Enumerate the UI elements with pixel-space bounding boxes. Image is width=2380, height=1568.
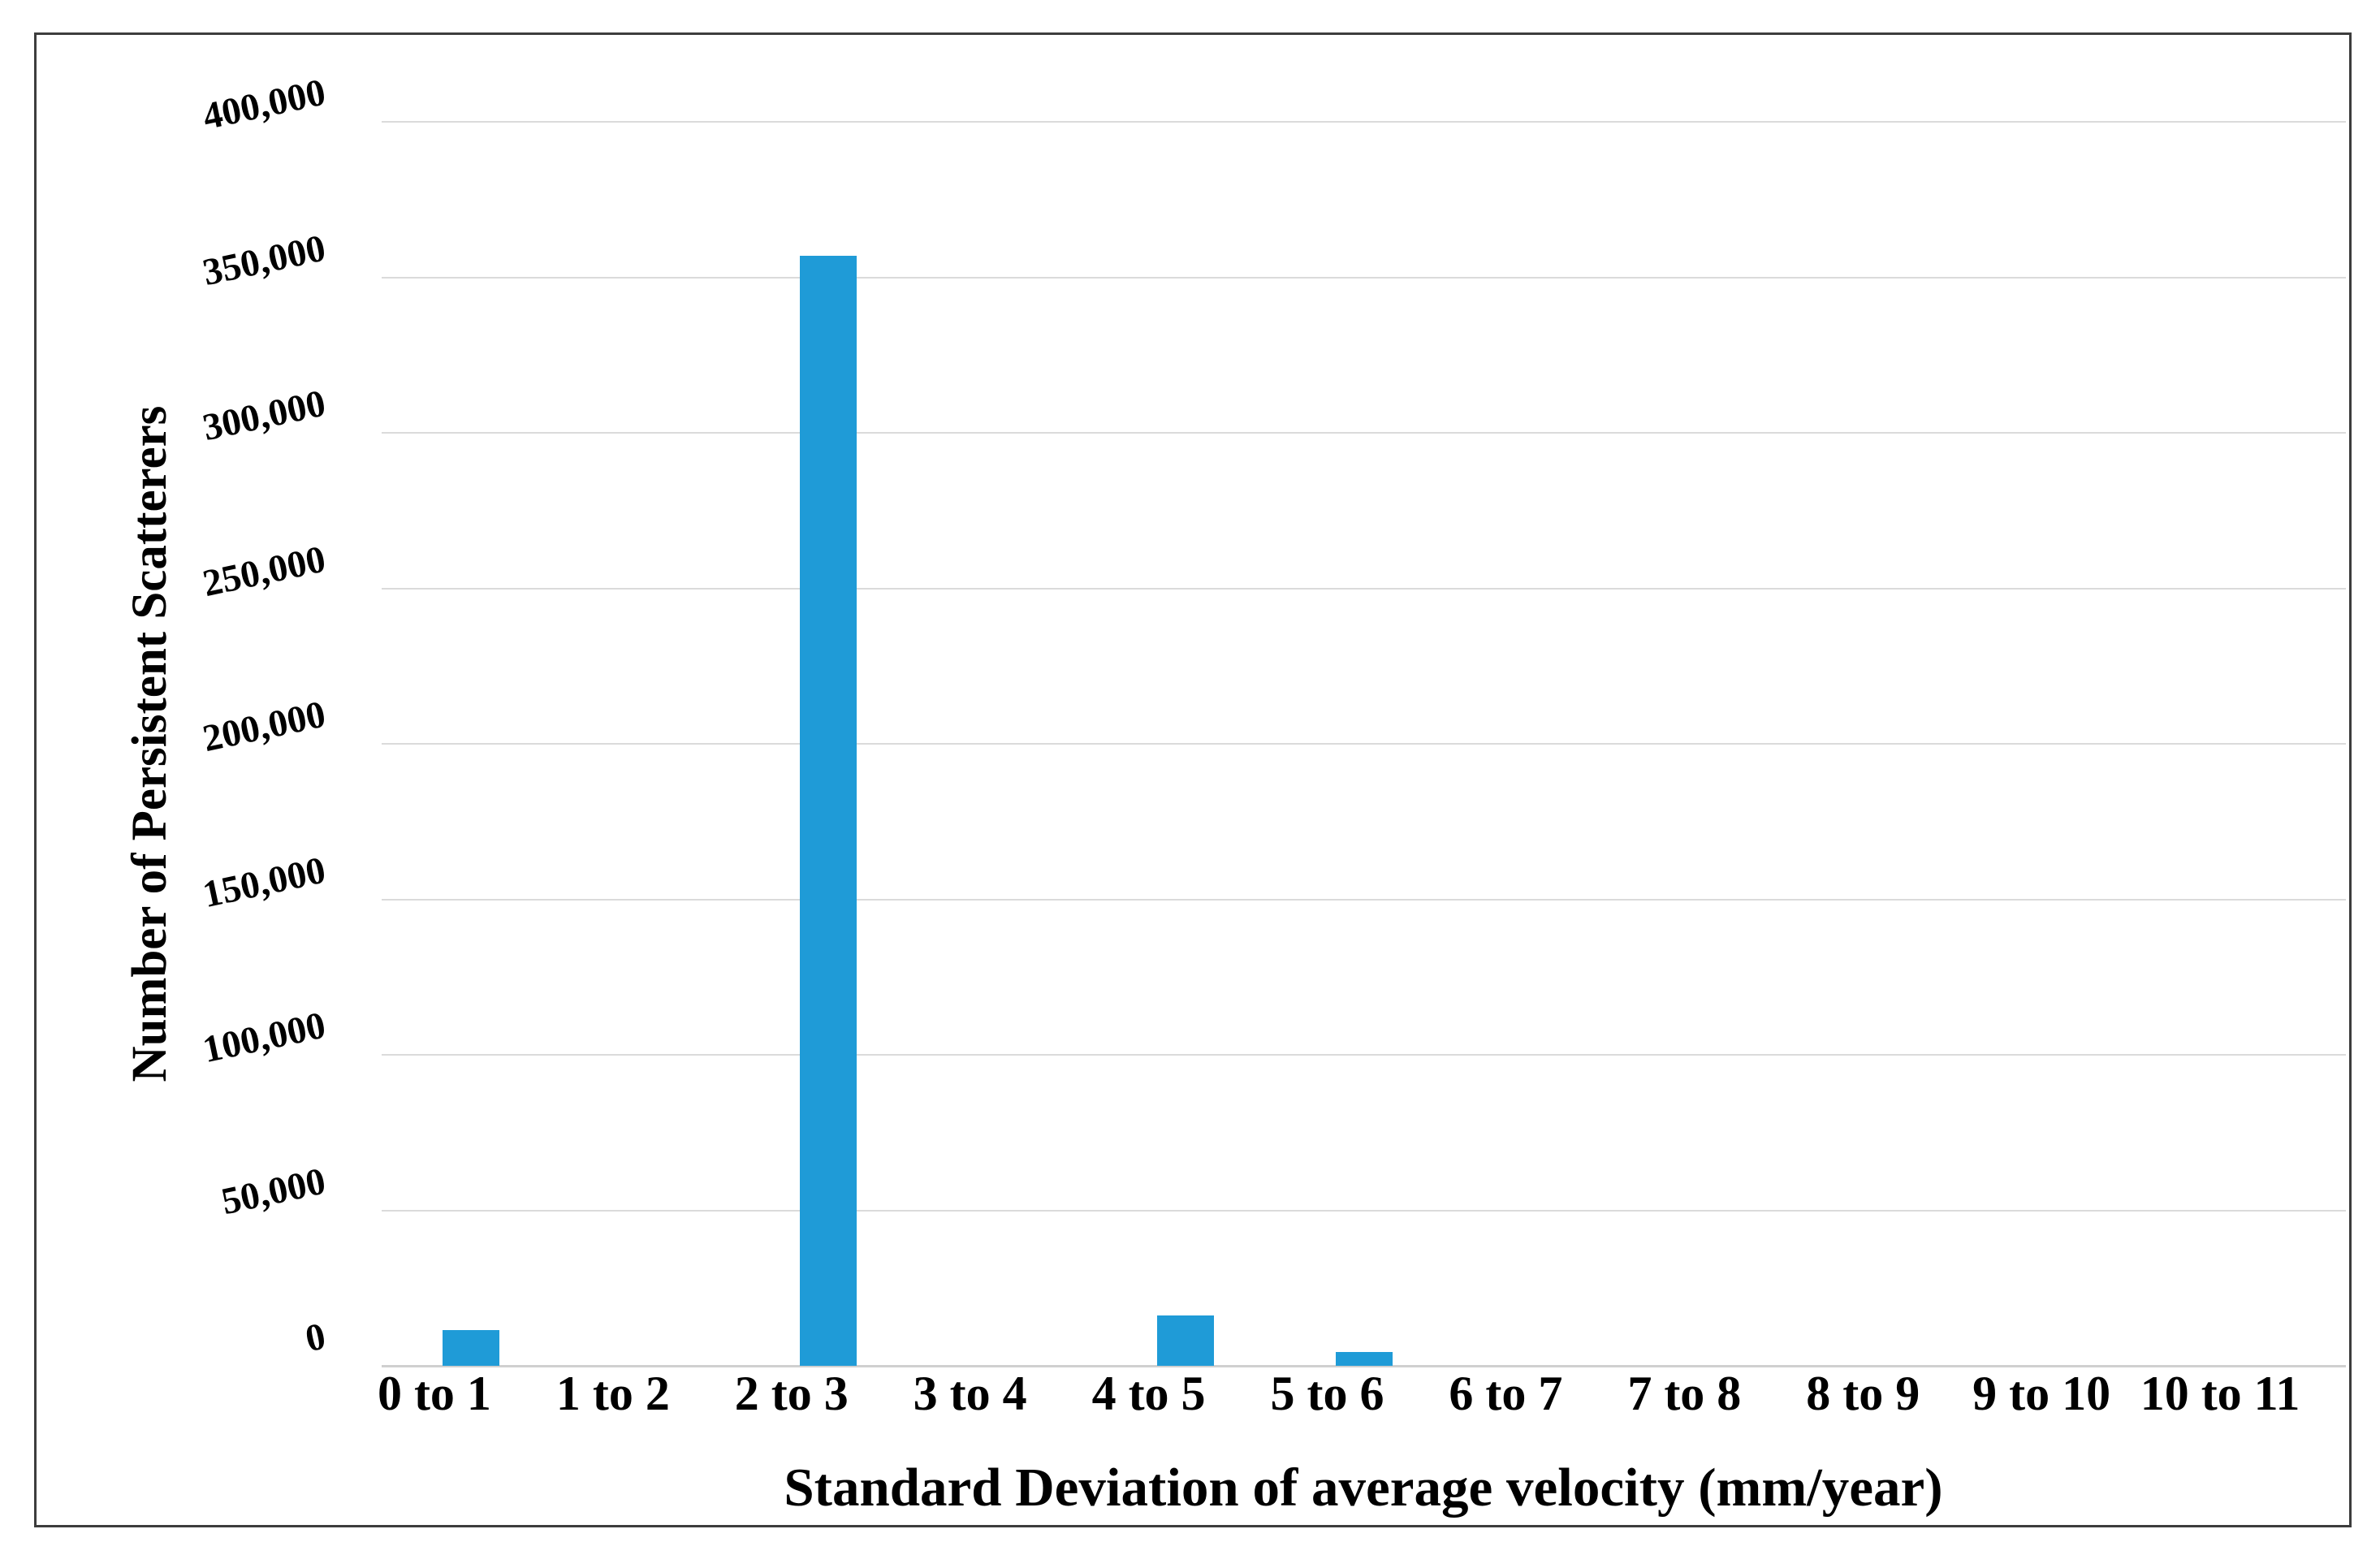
gridline: [382, 1209, 2346, 1212]
figure-border: Number of Persistent Scatterers 0 50,000 1…: [34, 32, 2352, 1527]
x-tick-label: 4 to 5: [1091, 1367, 1206, 1420]
x-tick-label: 10 to 11: [2140, 1367, 2300, 1420]
gridline: [382, 743, 2346, 745]
x-tick-label: 3 to 4: [913, 1367, 1027, 1420]
gridline: [382, 432, 2346, 434]
x-tick-label: 6 to 7: [1449, 1367, 1563, 1420]
x-tick-label: 7 to 8: [1627, 1367, 1742, 1420]
gridline: [382, 276, 2346, 279]
x-tick-label: 5 to 6: [1270, 1367, 1384, 1420]
bar-5-to-6: [1335, 1351, 1393, 1366]
gridline: [382, 898, 2346, 901]
x-tick-label: 9 to 10: [1972, 1367, 2111, 1420]
x-tick-label: 0 to 1: [377, 1367, 491, 1420]
x-axis-title: Standard Deviation of average velocity (…: [784, 1458, 1943, 1518]
x-tick-label: 8 to 9: [1806, 1367, 1920, 1420]
bar-2-to-3: [799, 255, 857, 1366]
x-tick-label: 1 to 2: [555, 1367, 670, 1420]
gridline: [382, 587, 2346, 590]
gridline: [382, 1054, 2346, 1056]
bar-4-to-5: [1156, 1315, 1214, 1366]
x-tick-label: 2 to 3: [734, 1367, 849, 1420]
plot-area: [382, 121, 2346, 1367]
gridline: [382, 121, 2346, 123]
bar-0-to-1: [442, 1329, 499, 1366]
